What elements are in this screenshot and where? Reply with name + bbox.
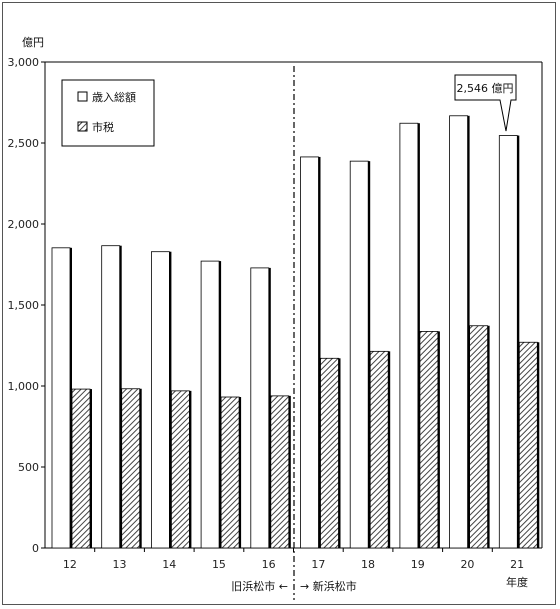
x-tick-label: 12 <box>63 558 77 571</box>
bar-total <box>399 122 420 549</box>
bar-tax-face <box>170 390 190 549</box>
bar-total <box>101 245 122 549</box>
bar-total-face <box>498 135 518 549</box>
x-tick-label: 20 <box>460 558 474 571</box>
legend-label-tax: 市税 <box>92 120 114 134</box>
bar-tax <box>170 390 192 549</box>
bar-tax-face <box>518 341 538 549</box>
callout-text: 2,546 億円 <box>457 82 514 95</box>
bar-tax-face <box>320 357 339 549</box>
bar-tax-face <box>369 350 389 549</box>
bar-tax-face <box>121 388 141 549</box>
legend: 歳入総額 市税 <box>61 79 155 147</box>
x-axis-label: 年度 <box>506 575 528 589</box>
y-tick-label: 2,000 <box>8 218 40 231</box>
bar-total-face <box>449 115 469 549</box>
legend-swatch-total <box>77 91 88 102</box>
x-tick-label: 21 <box>510 558 524 571</box>
bar-tax-face <box>419 331 439 549</box>
x-tick-label: 13 <box>113 558 127 571</box>
bar-tax-face <box>469 325 489 549</box>
x-axis: 12 13 14 15 16 17 18 19 20 21 <box>63 548 524 571</box>
bar-total <box>300 156 321 549</box>
bar-total-face <box>399 122 419 549</box>
bar-tax <box>121 388 142 549</box>
x-tick-label: 17 <box>311 558 325 571</box>
y-tick-label: 1,500 <box>8 299 40 312</box>
divider-left-label: 旧浜松市 ← <box>231 579 288 593</box>
bar-total-face <box>150 251 170 549</box>
bar-tax <box>220 396 242 549</box>
bar-total-face <box>200 260 220 549</box>
y-tick-label: 1,000 <box>8 380 40 393</box>
x-tick-label: 19 <box>411 558 425 571</box>
y-tick-label: 500 <box>18 461 39 474</box>
y-tick-label: 3,000 <box>8 56 40 69</box>
bar-tax <box>518 341 540 549</box>
x-tick-label: 18 <box>361 558 375 571</box>
callout-bubble <box>454 74 517 132</box>
bar-tax-face <box>270 395 290 549</box>
bar-total-face <box>349 160 369 549</box>
y-axis-label: 億円 <box>22 36 44 49</box>
bar-total-face <box>101 245 121 549</box>
bar-tax-face <box>71 388 91 549</box>
bar-total <box>200 260 222 549</box>
bar-total <box>51 247 72 549</box>
bar-total <box>449 115 470 549</box>
y-tick-label: 0 <box>32 542 39 555</box>
divider-right-label: → 新浜松市 <box>300 579 357 593</box>
bar-total <box>150 251 172 549</box>
bar-total <box>250 267 271 549</box>
y-tick-label: 2,500 <box>8 137 40 150</box>
bar-tax <box>270 395 291 549</box>
x-tick-label: 16 <box>262 558 276 571</box>
bars-layer <box>51 115 540 549</box>
bar-tax-face <box>220 396 240 549</box>
bar-total-face <box>250 267 270 549</box>
legend-box <box>61 79 155 147</box>
bar-tax <box>419 331 440 549</box>
x-tick-label: 14 <box>162 558 176 571</box>
bar-total <box>349 160 371 549</box>
bar-tax <box>71 388 92 549</box>
bar-tax <box>469 325 490 549</box>
legend-label-total: 歳入総額 <box>92 90 136 104</box>
legend-swatch-tax <box>77 121 88 132</box>
callout: 2,546 億円 <box>454 74 517 132</box>
bar-total-face <box>51 247 71 549</box>
bar-total-face <box>300 156 319 549</box>
x-tick-label: 15 <box>212 558 226 571</box>
bar-tax <box>369 350 391 549</box>
bar-total <box>498 135 520 549</box>
bar-tax <box>320 357 341 549</box>
